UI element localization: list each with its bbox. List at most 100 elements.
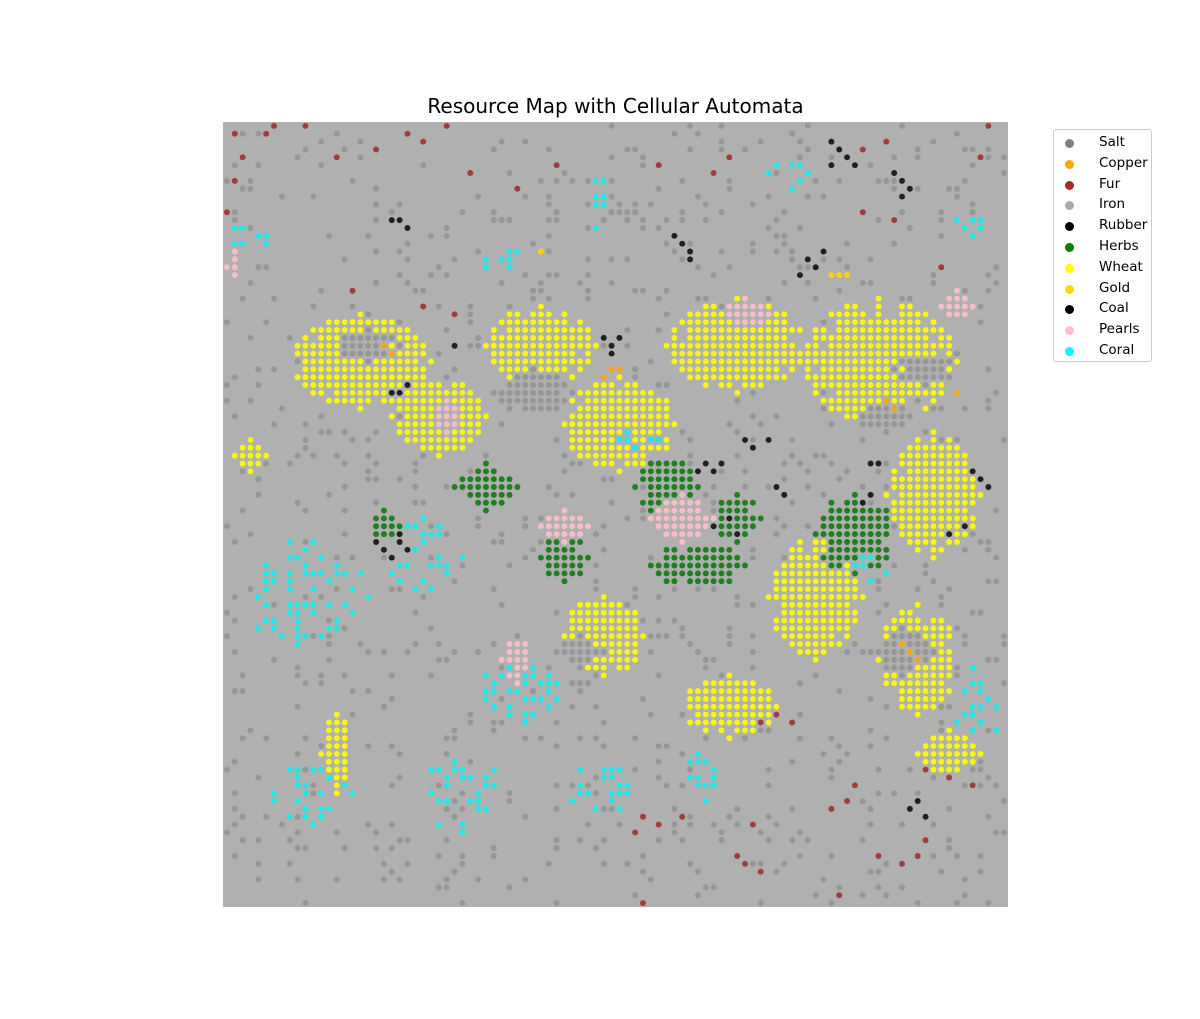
- salt-cell: [506, 397, 513, 404]
- wheat-cell: [836, 327, 843, 334]
- wheat-cell: [899, 460, 906, 467]
- wheat-cell: [906, 625, 913, 632]
- wheat-cell: [710, 327, 717, 334]
- herbs-cell: [577, 554, 584, 561]
- salt-cell: [891, 177, 898, 184]
- herbs-cell: [655, 491, 662, 498]
- salt-cell: [804, 484, 811, 491]
- salt-cell: [953, 664, 960, 671]
- wheat-cell: [828, 342, 835, 349]
- salt-cell: [828, 735, 835, 742]
- wheat-cell: [899, 366, 906, 373]
- wheat-cell: [899, 484, 906, 491]
- salt-cell: [883, 735, 890, 742]
- salt-cell: [490, 217, 497, 224]
- wheat-cell: [357, 397, 364, 404]
- wheat-cell: [899, 523, 906, 530]
- fur-cell: [922, 766, 929, 773]
- wheat-cell: [600, 672, 607, 679]
- wheat-cell: [938, 766, 945, 773]
- salt-cell: [310, 782, 317, 789]
- wheat-cell: [867, 366, 874, 373]
- salt-cell: [906, 295, 913, 302]
- wheat-cell: [702, 711, 709, 718]
- wheat-cell: [930, 491, 937, 498]
- wheat-cell: [930, 758, 937, 765]
- wheat-cell: [938, 656, 945, 663]
- wheat-cell: [946, 350, 953, 357]
- wheat-cell: [836, 381, 843, 388]
- coral-cell: [592, 805, 599, 812]
- salt-cell: [938, 436, 945, 443]
- salt-cell: [624, 209, 631, 216]
- salt-cell: [985, 656, 992, 663]
- wheat-cell: [514, 311, 521, 318]
- salt-cell: [906, 633, 913, 640]
- wheat-cell: [899, 452, 906, 459]
- pearls-cell: [734, 303, 741, 310]
- pearls-cell: [671, 523, 678, 530]
- wheat-cell: [938, 625, 945, 632]
- gold-cell: [844, 272, 851, 279]
- wheat-cell: [906, 703, 913, 710]
- wheat-cell: [404, 405, 411, 412]
- pearls-cell: [710, 515, 717, 522]
- wheat-cell: [906, 617, 913, 624]
- salt-cell: [373, 334, 380, 341]
- salt-cell: [953, 185, 960, 192]
- salt-cell: [247, 177, 254, 184]
- wheat-cell: [930, 546, 937, 553]
- pearls-cell: [694, 523, 701, 530]
- salt-cell: [742, 484, 749, 491]
- salt-cell: [325, 617, 332, 624]
- salt-cell: [294, 664, 301, 671]
- wheat-cell: [734, 695, 741, 702]
- coral-cell: [553, 695, 560, 702]
- fur-cell: [302, 122, 309, 129]
- salt-cell: [514, 374, 521, 381]
- coral-cell: [482, 695, 489, 702]
- herbs-cell: [655, 476, 662, 483]
- herbs-cell: [718, 578, 725, 585]
- wheat-cell: [851, 342, 858, 349]
- salt-cell: [600, 743, 607, 750]
- wheat-cell: [922, 680, 929, 687]
- legend-entry-salt: Salt: [1054, 133, 1153, 153]
- wheat-cell: [946, 507, 953, 514]
- wheat-cell: [969, 523, 976, 530]
- fur-cell: [349, 287, 356, 294]
- wheat-cell: [922, 311, 929, 318]
- wheat-cell: [734, 334, 741, 341]
- wheat-cell: [946, 750, 953, 757]
- wheat-cell: [875, 389, 882, 396]
- wheat-cell: [914, 664, 921, 671]
- herbs-cell: [694, 578, 701, 585]
- coral-cell: [271, 790, 278, 797]
- wheat-cell: [663, 397, 670, 404]
- chart-title: Resource Map with Cellular Automata: [427, 94, 804, 118]
- wheat-cell: [977, 750, 984, 757]
- salt-cell: [647, 648, 654, 655]
- pearls-cell: [749, 303, 756, 310]
- salt-cell: [365, 436, 372, 443]
- legend-entry-coral: Coral: [1054, 341, 1153, 361]
- wheat-cell: [961, 531, 968, 538]
- wheat-cell: [899, 334, 906, 341]
- legend-marker: [1065, 201, 1074, 211]
- wheat-cell: [906, 538, 913, 545]
- salt-cell: [341, 625, 348, 632]
- salt-cell: [475, 515, 482, 522]
- fur-cell: [859, 209, 866, 216]
- wheat-cell: [569, 350, 576, 357]
- coral-cell: [506, 248, 513, 255]
- wheat-cell: [891, 476, 898, 483]
- salt-cell: [341, 256, 348, 263]
- wheat-cell: [914, 515, 921, 522]
- legend-label: Pearls: [1099, 321, 1140, 338]
- coral-cell: [867, 578, 874, 585]
- wheat-cell: [938, 389, 945, 396]
- salt-cell: [773, 217, 780, 224]
- salt-cell: [844, 750, 851, 757]
- salt-cell: [875, 766, 882, 773]
- wheat-cell: [718, 719, 725, 726]
